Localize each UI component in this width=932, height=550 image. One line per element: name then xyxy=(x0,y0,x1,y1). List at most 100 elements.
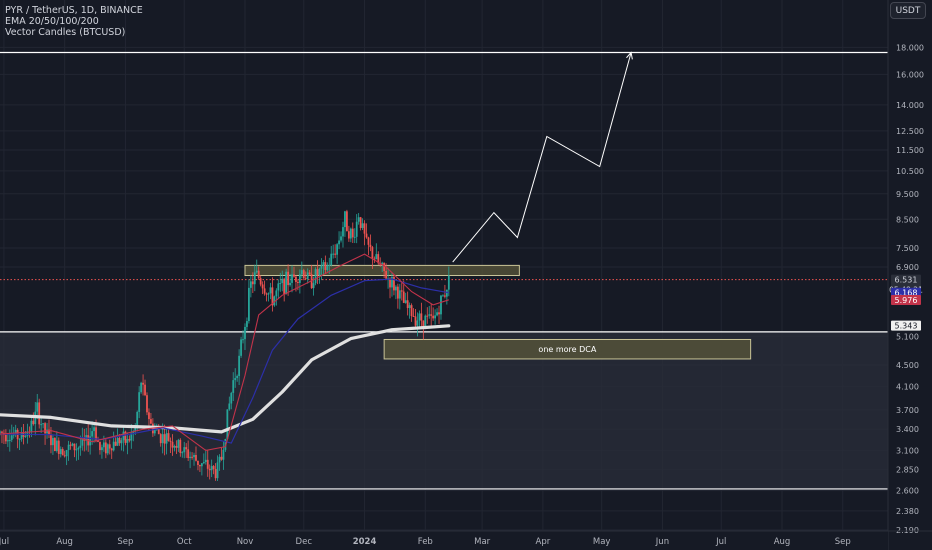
time-tick-label: Mar xyxy=(474,537,491,547)
price-tick-label: 5.100 xyxy=(896,332,919,341)
candle-body xyxy=(14,429,17,435)
candle-body xyxy=(169,440,172,442)
candle-body xyxy=(212,466,215,470)
candle-body xyxy=(244,326,246,340)
candle-body xyxy=(140,382,143,393)
price-tick-label: 3.100 xyxy=(896,446,919,455)
candle-body xyxy=(426,315,429,317)
candle-body xyxy=(324,262,327,271)
candle-body xyxy=(281,278,284,284)
candle-body xyxy=(300,270,303,275)
candle-body xyxy=(443,295,446,297)
candle-body xyxy=(65,450,68,457)
candle-body xyxy=(173,445,176,448)
candle-body xyxy=(106,444,109,454)
candle-body xyxy=(71,443,74,446)
candle-body xyxy=(283,278,286,295)
candle-body xyxy=(191,456,193,458)
candle-body xyxy=(371,247,374,259)
candle-body xyxy=(277,283,280,291)
price-label-text: 5.343 xyxy=(895,322,918,331)
time-tick-label: Nov xyxy=(237,537,254,547)
legend-ema[interactable]: EMA 20/50/100/200 xyxy=(5,16,99,27)
candle-body xyxy=(108,444,111,449)
price-tick-label: 10.500 xyxy=(896,167,924,176)
candle-body xyxy=(381,262,384,265)
legend-symbol[interactable]: PYR / TetherUS, 1D, BINANCE xyxy=(5,5,143,16)
candle-body xyxy=(38,402,41,425)
candle-body xyxy=(438,312,440,315)
candle-body xyxy=(232,380,235,393)
candle-body xyxy=(396,286,399,299)
candle-body xyxy=(428,314,431,316)
price-label-bg xyxy=(891,320,921,331)
candle-body xyxy=(73,443,76,451)
candle-body xyxy=(130,432,133,441)
time-tick-label: Sep xyxy=(117,537,133,547)
candle-body xyxy=(420,313,423,321)
candle-body xyxy=(263,288,266,294)
candle-body xyxy=(342,227,344,237)
candle-body xyxy=(424,315,427,329)
candle-body xyxy=(418,313,421,321)
candle-body xyxy=(93,427,95,432)
candle-body xyxy=(287,271,290,286)
candle-body xyxy=(361,223,364,228)
candle-body xyxy=(257,270,260,279)
price-tick-label: 4.500 xyxy=(896,361,919,370)
price-tick-label: 7.500 xyxy=(896,244,919,253)
candle-body xyxy=(432,315,435,319)
candle-body xyxy=(344,211,346,228)
box-label: one more DCA xyxy=(538,345,596,354)
candle-body xyxy=(259,278,262,285)
price-tick-label: 14.000 xyxy=(896,101,924,110)
zone-box xyxy=(383,338,752,360)
candle-body xyxy=(69,444,72,446)
candle-body xyxy=(434,315,437,319)
candle-body xyxy=(116,437,119,446)
candle-body xyxy=(332,253,335,255)
candle-body xyxy=(136,411,139,427)
candle-body xyxy=(226,409,229,439)
price-tick-label: 12.500 xyxy=(896,127,924,136)
candle-body xyxy=(253,272,256,285)
currency-button[interactable]: USDT xyxy=(890,2,926,19)
candle-body xyxy=(224,438,227,450)
candle-body xyxy=(398,290,401,299)
candle-body xyxy=(340,236,342,241)
candle-body xyxy=(120,440,123,444)
candle-body xyxy=(391,276,393,288)
candle-body xyxy=(81,437,84,446)
candle-body xyxy=(142,382,144,385)
time-tick-label: Sep xyxy=(835,537,851,547)
candle-body xyxy=(242,339,244,341)
candle-body xyxy=(328,265,331,267)
candle-body xyxy=(375,254,378,260)
price-tick-label: 2.850 xyxy=(896,466,919,475)
candle-body xyxy=(414,316,417,326)
candle-body xyxy=(8,439,11,441)
candle-body xyxy=(440,295,442,315)
projection-arrowhead xyxy=(626,51,633,60)
time-axis: Jul Aug Sep Oct Nov Dec 2024 Feb Mar Apr May Jun Jul… xyxy=(0,530,932,550)
candle-body xyxy=(318,268,321,276)
candle-body xyxy=(124,431,127,443)
candle-body xyxy=(52,438,54,446)
price-label: 5.343 xyxy=(891,320,921,331)
candle-body xyxy=(195,454,197,461)
candle-body xyxy=(400,290,403,292)
candle-body xyxy=(285,271,288,295)
legend-vector-candles[interactable]: Vector Candles (BTCUSD) xyxy=(5,27,126,38)
candle-body xyxy=(102,442,105,448)
candle-body xyxy=(210,466,213,471)
candle-body xyxy=(208,468,211,471)
candle-body xyxy=(393,276,395,291)
candle-body xyxy=(183,447,186,453)
candle-body xyxy=(220,456,223,460)
candle-body xyxy=(200,463,203,467)
ema-20-line xyxy=(0,253,449,451)
candle-body xyxy=(363,223,366,234)
candle-body xyxy=(18,439,21,441)
